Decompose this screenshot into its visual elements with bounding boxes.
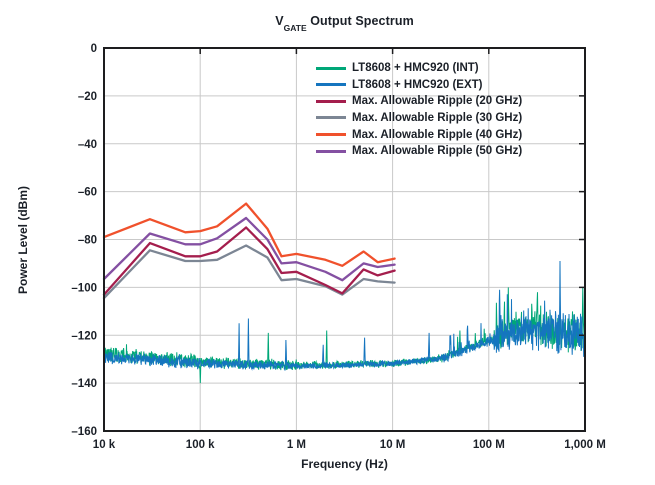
y-tick-label: –100 (71, 282, 97, 294)
legend-label: Max. Allowable Ripple (30 GHz) (352, 111, 523, 124)
y-tick-label: –140 (71, 378, 97, 390)
legend-label: LT8608 + HMC920 (EXT) (352, 78, 483, 91)
legend-line-swatch (316, 149, 346, 153)
legend-line-swatch (316, 83, 346, 87)
chart-title-prefix: V (275, 14, 284, 28)
legend-line-swatch (316, 99, 346, 103)
legend: LT8608 + HMC920 (INT) LT8608 + HMC920 (EX… (316, 62, 522, 157)
legend-line-swatch (316, 66, 346, 70)
x-tick-label: 10 k (93, 439, 116, 451)
x-tick-label: 10 M (380, 439, 406, 451)
legend-line-swatch (316, 116, 346, 120)
series-line-6 (102, 216, 396, 282)
y-tick-label: –20 (78, 91, 97, 103)
legend-label: Max. Allowable Ripple (50 GHz) (352, 145, 523, 158)
chart-title: VGATE Output Spectrum (104, 14, 585, 33)
x-tick-label: 100 k (186, 439, 215, 451)
series-line-3 (102, 226, 396, 296)
legend-row-3: Max. Allowable Ripple (20 GHz) (316, 95, 522, 107)
legend-label: LT8608 + HMC920 (INT) (352, 62, 479, 75)
x-tick-label: 1,000 M (564, 439, 606, 451)
legend-label: Max. Allowable Ripple (40 GHz) (352, 128, 523, 141)
chart-title-subscript: GATE (283, 22, 307, 33)
y-tick-label: –60 (78, 187, 97, 199)
series-line-5 (102, 202, 396, 267)
legend-row-4: Max. Allowable Ripple (30 GHz) (316, 112, 522, 124)
y-tick-label: –120 (71, 330, 97, 342)
x-tick-label: 100 M (473, 439, 505, 451)
legend-line-swatch (316, 133, 346, 136)
x-tick-label: 1 M (287, 439, 306, 451)
y-tick-label: –80 (78, 235, 97, 247)
x-axis-title: Frequency (Hz) (301, 457, 388, 471)
y-tick-label: –40 (78, 139, 97, 151)
series-noise-ext (103, 260, 586, 371)
legend-row-2: LT8608 + HMC920 (EXT) (316, 79, 522, 91)
chart-title-rest: Output Spectrum (306, 14, 414, 28)
legend-label: Max. Allowable Ripple (20 GHz) (352, 95, 523, 108)
legend-row-6: Max. Allowable Ripple (50 GHz) (316, 145, 522, 157)
y-tick-label: –160 (71, 426, 97, 438)
y-tick-label: 0 (91, 43, 97, 55)
series-line-4 (102, 244, 396, 300)
legend-row-1: LT8608 + HMC920 (INT) (316, 62, 522, 74)
legend-row-5: Max. Allowable Ripple (40 GHz) (316, 128, 523, 141)
